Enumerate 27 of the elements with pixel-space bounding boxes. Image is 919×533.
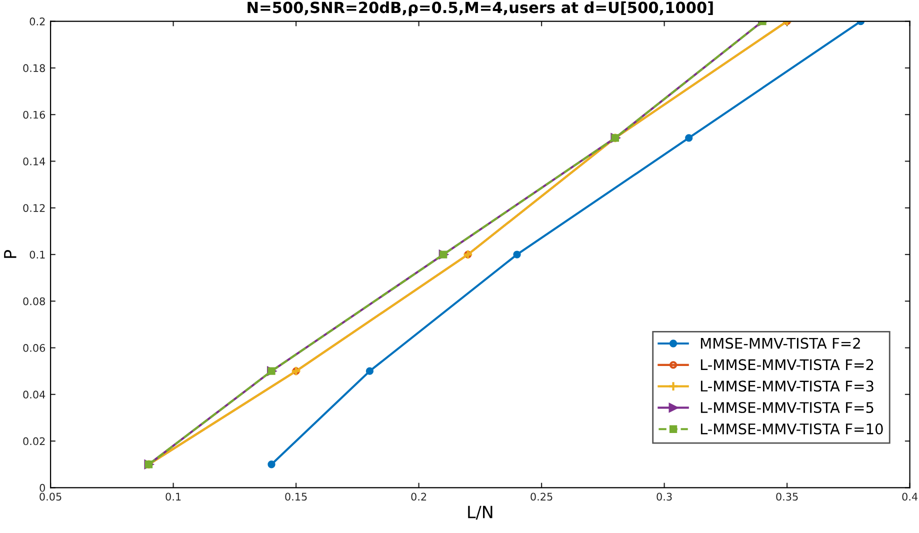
legend-label: L-MMSE-MMV-TISTA F=3 [700, 380, 874, 392]
y-tick-label: 0.06 [23, 344, 46, 352]
x-tick-label: 0.05 [40, 492, 62, 501]
chart-title: N=500,SNR=20dB,ρ=0.5,M=4,users at d=U[500,1000] [248, 1, 713, 16]
y-tick-label: 0.18 [23, 64, 45, 72]
x-tick-label: 0.15 [285, 492, 307, 501]
x-axis-title: L/N [468, 506, 492, 520]
y-tick-label: 0.1 [30, 250, 45, 259]
legend-label: MMSE-MMV-TISTA F=2 [700, 338, 860, 349]
y-tick-label: 0.04 [23, 390, 46, 399]
x-tick-label: 0.35 [776, 492, 798, 501]
y-tick-label: 0.12 [23, 204, 45, 212]
y-tick-label: 0.02 [23, 437, 45, 446]
x-tick-label: 0.1 [166, 492, 181, 501]
x-tick-label: 0.4 [902, 492, 918, 501]
x-tick-label: 0.2 [411, 492, 426, 501]
y-tick-label: 0 [40, 484, 45, 492]
y-tick-label: 0.08 [23, 297, 45, 306]
x-tick-label: 0.3 [656, 492, 672, 501]
legend-label: L-MMSE-MMV-TISTA F=5 [700, 402, 874, 414]
legend-label: L-MMSE-MMV-TISTA F=2 [700, 359, 874, 370]
legend-label: L-MMSE-MMV-TISTA F=10 [700, 423, 883, 434]
y-tick-label: 0.2 [30, 18, 45, 26]
y-axis-title: P [4, 250, 16, 258]
y-tick-label: 0.16 [23, 110, 46, 119]
x-tick-label: 0.25 [530, 492, 552, 501]
y-tick-label: 0.14 [23, 157, 46, 166]
